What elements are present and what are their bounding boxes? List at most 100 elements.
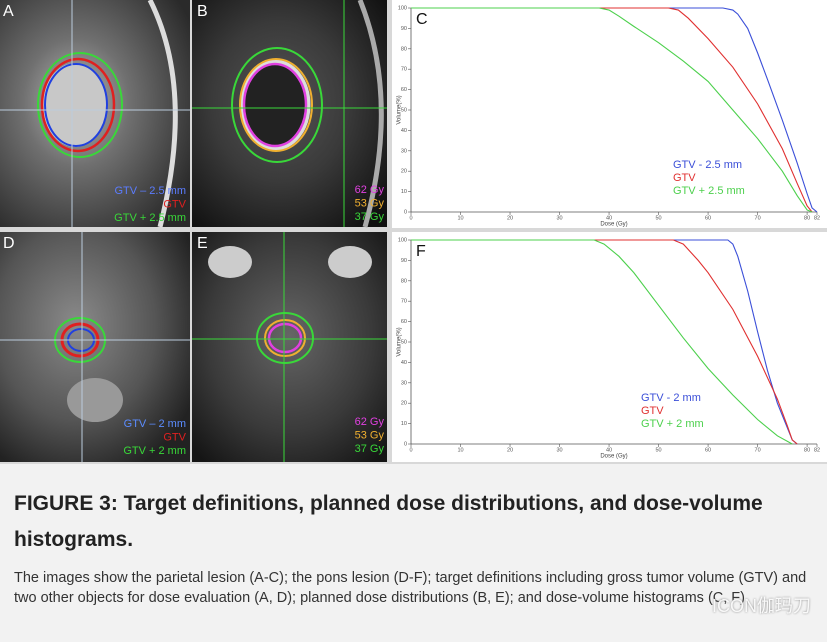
watermark: ICON伽玛刀 xyxy=(712,596,811,616)
y-tick-label: 100 xyxy=(398,237,407,243)
x-tick-label: 80 xyxy=(804,215,810,221)
x-tick-label: 20 xyxy=(507,215,513,221)
x-tick-label: 30 xyxy=(556,215,562,221)
dvh-curve xyxy=(411,7,813,213)
y-tick-label: 40 xyxy=(401,360,407,366)
x-tick-label: 0 xyxy=(409,215,412,221)
legend-entry: GTV + 2.5 mm xyxy=(673,185,745,197)
isodose xyxy=(267,322,303,354)
x-axis-label: Dose (Gy) xyxy=(600,222,627,228)
x-tick-label: 30 xyxy=(556,447,562,453)
isodose xyxy=(239,58,313,152)
panel-e xyxy=(192,232,387,462)
panel-label: B xyxy=(197,3,208,20)
x-tick-label: 82 xyxy=(814,447,820,453)
panel-label: E xyxy=(197,235,208,252)
isodose xyxy=(264,319,306,357)
y-tick-label: 100 xyxy=(398,5,407,11)
x-tick-label: 60 xyxy=(705,447,711,453)
y-tick-label: 50 xyxy=(401,339,407,345)
legend-entry: 37 Gy xyxy=(355,211,385,223)
lesion xyxy=(43,63,107,147)
y-tick-label: 70 xyxy=(401,67,407,73)
x-tick-label: 82 xyxy=(814,215,820,221)
x-tick-label: 50 xyxy=(655,215,661,221)
chart-background xyxy=(392,232,827,462)
x-tick-label: 0 xyxy=(409,447,412,453)
x-axis-label: Dose (Gy) xyxy=(600,454,627,460)
y-tick-label: 70 xyxy=(401,299,407,305)
panel-label: F xyxy=(416,243,426,260)
skull xyxy=(147,0,178,228)
legend-entry: GTV – 2.5 mm xyxy=(114,185,186,197)
x-tick-label: 40 xyxy=(606,215,612,221)
y-tick-label: 50 xyxy=(401,107,407,113)
caption-body: The images show the parietal lesion (A-C… xyxy=(14,570,807,606)
anatomy xyxy=(328,246,372,278)
y-tick-label: 0 xyxy=(404,441,407,447)
y-tick-label: 20 xyxy=(401,401,407,407)
legend-entry: GTV + 2 mm xyxy=(123,445,186,457)
legend-entry: 37 Gy xyxy=(355,443,385,455)
isodose xyxy=(256,312,314,364)
dvh-curve xyxy=(411,7,813,213)
legend-entry: GTV - 2.5 mm xyxy=(673,159,742,171)
y-tick-label: 0 xyxy=(404,209,407,215)
y-tick-label: 30 xyxy=(401,148,407,154)
x-tick-label: 20 xyxy=(507,447,513,453)
panel-d xyxy=(0,232,190,462)
x-tick-label: 40 xyxy=(606,447,612,453)
anatomy xyxy=(67,378,123,422)
y-tick-label: 10 xyxy=(401,421,407,427)
dvh-curve xyxy=(411,239,793,445)
chart-background xyxy=(392,0,827,228)
y-tick-label: 80 xyxy=(401,46,407,52)
x-tick-label: 70 xyxy=(755,447,761,453)
x-tick-label: 70 xyxy=(755,215,761,221)
legend-entry: GTV xyxy=(163,198,186,210)
legend-entry: GTV - 2 mm xyxy=(641,392,701,404)
caption-title: FIGURE 3: Target definitions, planned do… xyxy=(14,492,763,551)
x-tick-label: 10 xyxy=(457,447,463,453)
legend-entry: 53 Gy xyxy=(355,429,385,441)
isodose xyxy=(231,47,323,163)
y-axis-label: Volume(%) xyxy=(397,95,403,124)
legend-entry: GTV – 2 mm xyxy=(124,418,186,430)
dvh-curve xyxy=(411,239,798,445)
dvh-curve xyxy=(411,7,818,213)
legend-entry: GTV xyxy=(641,405,664,417)
legend-entry: GTV xyxy=(163,431,186,443)
legend-entry: GTV + 2.5 mm xyxy=(114,212,186,224)
y-axis-label: Volume(%) xyxy=(397,327,403,356)
x-tick-label: 50 xyxy=(655,447,661,453)
panel-label: A xyxy=(3,3,14,20)
y-tick-label: 90 xyxy=(401,258,407,264)
panel-a xyxy=(0,0,190,228)
y-tick-label: 40 xyxy=(401,128,407,134)
legend-entry: GTV + 2 mm xyxy=(641,418,704,430)
legend-entry: 62 Gy xyxy=(355,416,385,428)
legend-entry: 53 Gy xyxy=(355,197,385,209)
y-tick-label: 90 xyxy=(401,26,407,32)
contour xyxy=(44,63,108,147)
legend-entry: 62 Gy xyxy=(355,184,385,196)
legend-entry: GTV xyxy=(673,172,696,184)
contour xyxy=(37,52,123,158)
x-tick-label: 80 xyxy=(804,447,810,453)
x-tick-label: 60 xyxy=(705,215,711,221)
panel-b xyxy=(192,0,387,228)
x-tick-label: 10 xyxy=(457,215,463,221)
lesion xyxy=(239,59,311,151)
isodose xyxy=(242,62,308,148)
panel-label: D xyxy=(3,235,15,252)
y-tick-label: 20 xyxy=(401,169,407,175)
skull xyxy=(357,0,384,228)
panel-label: C xyxy=(416,11,428,28)
y-tick-label: 10 xyxy=(401,189,407,195)
contour xyxy=(40,57,116,153)
y-tick-label: 30 xyxy=(401,380,407,386)
anatomy xyxy=(208,246,252,278)
y-tick-label: 80 xyxy=(401,278,407,284)
